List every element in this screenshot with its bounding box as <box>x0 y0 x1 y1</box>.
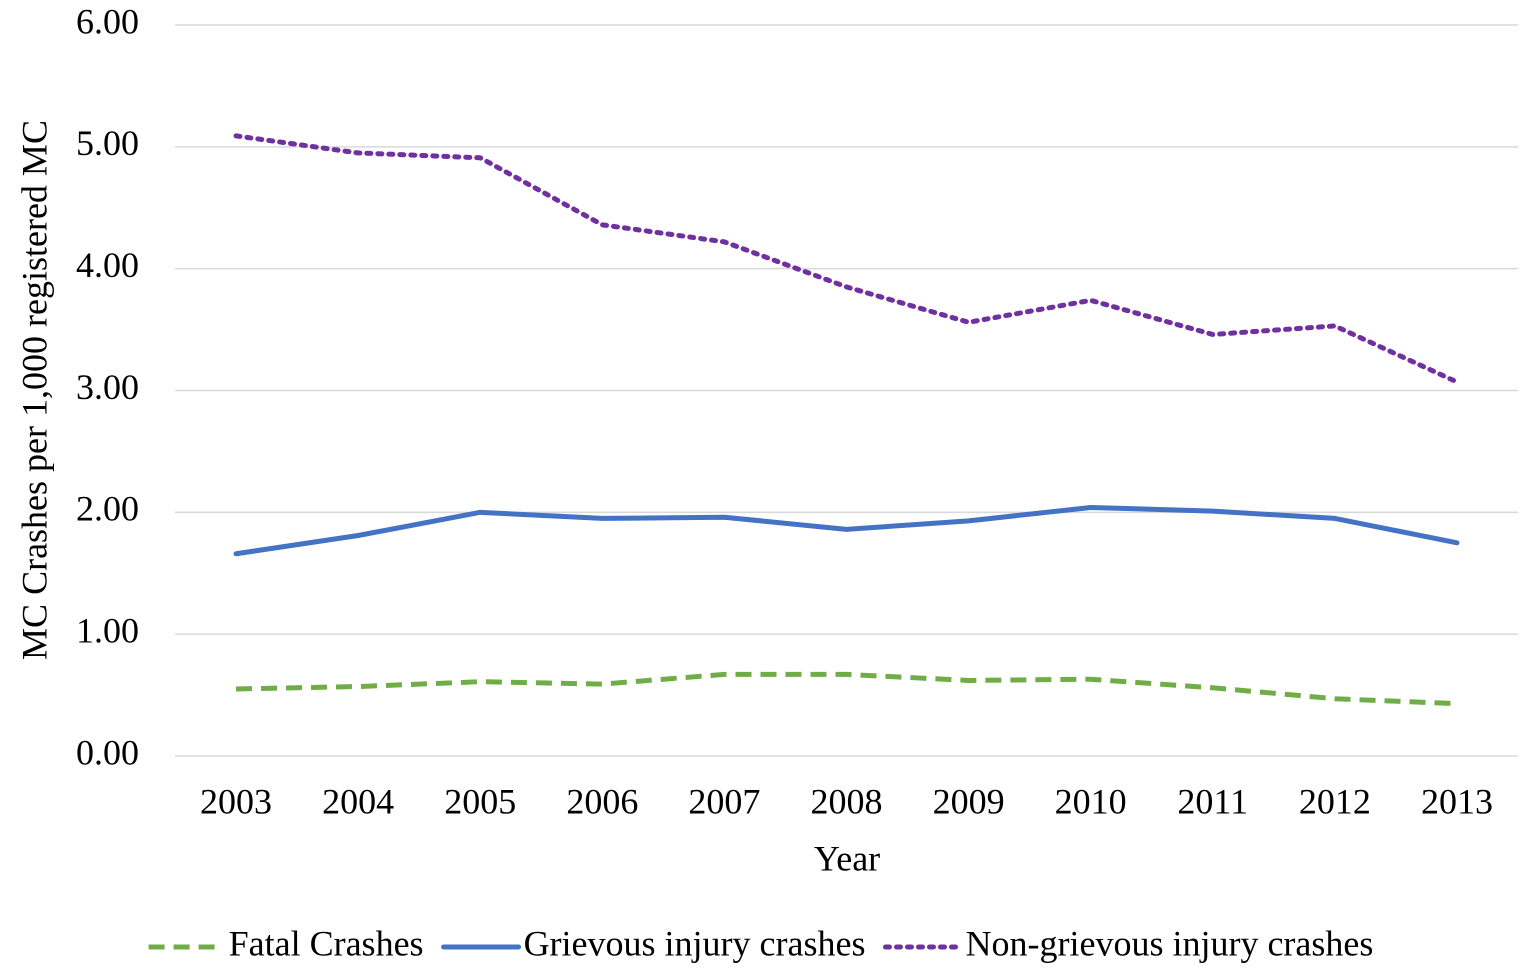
y-axis-label: MC Crashes per 1,000 registered MC <box>14 120 54 660</box>
x-tick-label: 2007 <box>688 781 760 821</box>
legend-label: Grievous injury crashes <box>524 923 866 963</box>
x-tick-label: 2008 <box>811 781 883 821</box>
y-tick-label: 1.00 <box>76 610 139 650</box>
x-tick-label: 2006 <box>566 781 638 821</box>
line-series <box>233 133 1460 385</box>
y-tick-label: 0.00 <box>76 732 139 772</box>
x-tick-label: 2004 <box>322 781 394 821</box>
y-tick-label: 3.00 <box>76 367 139 407</box>
legend-label: Non-grievous injury crashes <box>965 923 1373 963</box>
x-tick-label: 2010 <box>1055 781 1127 821</box>
x-tick-label: 2011 <box>1177 781 1248 821</box>
x-axis-label: Year <box>814 838 880 878</box>
x-tick-label: 2003 <box>200 781 272 821</box>
line-series <box>235 671 1458 707</box>
y-tick-label: 5.00 <box>76 123 139 163</box>
line-series <box>233 504 1460 557</box>
y-tick-label: 2.00 <box>76 489 139 529</box>
x-tick-label: 2012 <box>1299 781 1371 821</box>
x-tick-label: 2013 <box>1421 781 1493 821</box>
x-tick-label: 2009 <box>933 781 1005 821</box>
y-tick-label: 6.00 <box>76 1 139 41</box>
y-tick-label: 4.00 <box>76 245 139 285</box>
x-tick-label: 2005 <box>444 781 516 821</box>
legend-label: Fatal Crashes <box>229 923 424 963</box>
